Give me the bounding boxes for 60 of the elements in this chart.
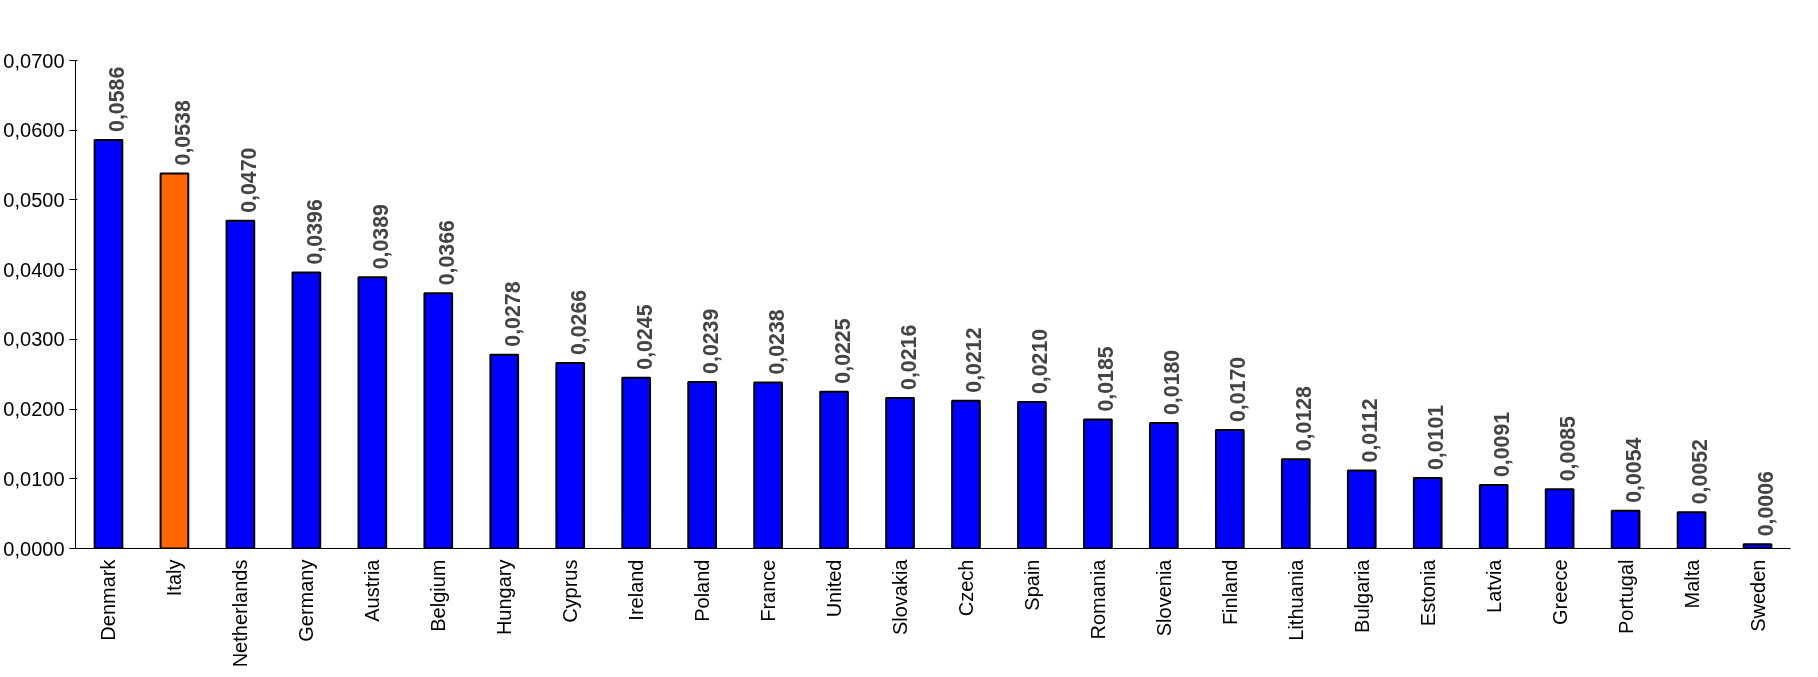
x-tick-label: Czech — [954, 559, 977, 617]
y-tick-label: 0,0300 — [3, 328, 65, 351]
data-label: 0,0180 — [1160, 349, 1185, 416]
x-tick-label: Malta — [1680, 558, 1703, 609]
data-label: 0,0278 — [500, 281, 525, 347]
data-label: 0,0396 — [302, 199, 327, 265]
x-tick-label: Denmark — [97, 558, 120, 641]
data-label: 0,0210 — [1028, 328, 1053, 395]
data-label: 0,0085 — [1556, 415, 1581, 482]
x-tick-label: Lithuania — [1284, 558, 1307, 641]
y-tick-label: 0,0600 — [3, 119, 65, 142]
x-tick-label: Slovakia — [889, 558, 912, 636]
y-tick-label: 0,0400 — [3, 258, 65, 281]
x-tick-label: Bulgaria — [1350, 558, 1373, 633]
data-label: 0,0128 — [1292, 385, 1317, 452]
data-label: 0,0586 — [104, 66, 129, 132]
y-tick-label: 0,0200 — [3, 398, 65, 421]
data-label: 0,0389 — [368, 203, 393, 270]
data-label: 0,0245 — [632, 304, 657, 370]
x-tick-label: Portugal — [1614, 559, 1637, 634]
data-label: 0,0170 — [1226, 356, 1251, 422]
y-tick-label: 0,0100 — [3, 467, 65, 490]
data-label: 0,0212 — [962, 327, 987, 393]
x-tick-label: Greece — [1548, 559, 1571, 626]
y-tick-label: 0,0000 — [3, 537, 65, 560]
data-label: 0,0239 — [698, 308, 723, 374]
data-label: 0,0101 — [1424, 404, 1449, 471]
x-tick-label: France — [757, 559, 780, 622]
x-tick-label: Italy — [163, 559, 186, 597]
data-label: 0,0216 — [896, 324, 921, 390]
data-label: 0,0185 — [1094, 346, 1119, 412]
x-tick-label: Romania — [1086, 558, 1109, 640]
x-tick-label: Ireland — [625, 559, 648, 621]
x-tick-label: United — [823, 559, 846, 618]
data-label: 0,0366 — [434, 219, 459, 286]
data-label: 0,0225 — [830, 318, 855, 384]
x-tick-label: Estonia — [1416, 558, 1439, 627]
data-label: 0,0470 — [236, 147, 261, 213]
data-label: 0,0238 — [764, 309, 789, 375]
data-label: 0,0112 — [1358, 398, 1383, 463]
data-label: 0,0266 — [566, 289, 591, 356]
x-tick-label: Belgium — [427, 559, 450, 632]
data-label: 0,0006 — [1754, 470, 1779, 537]
x-tick-label: Netherlands — [229, 559, 252, 668]
x-tick-label: Slovenia — [1152, 558, 1175, 637]
x-tick-label: Germany — [295, 559, 318, 642]
x-tick-label: Austria — [361, 558, 384, 622]
data-label: 0,0054 — [1622, 437, 1647, 503]
x-tick-label: Sweden — [1746, 559, 1769, 632]
x-tick-label: Latvia — [1482, 558, 1505, 613]
x-tick-label: Poland — [691, 559, 714, 622]
x-tick-label: Hungary — [493, 559, 516, 636]
data-label: 0,0052 — [1688, 439, 1713, 505]
data-label: 0,0091 — [1490, 411, 1515, 478]
y-tick-label: 0,0500 — [3, 188, 65, 211]
x-tick-label: Finland — [1218, 559, 1241, 626]
data-label: 0,0538 — [170, 100, 195, 166]
x-tick-label: Spain — [1020, 559, 1043, 611]
y-tick-label: 0,0700 — [3, 49, 65, 72]
x-tick-label: Cyprus — [559, 559, 582, 623]
